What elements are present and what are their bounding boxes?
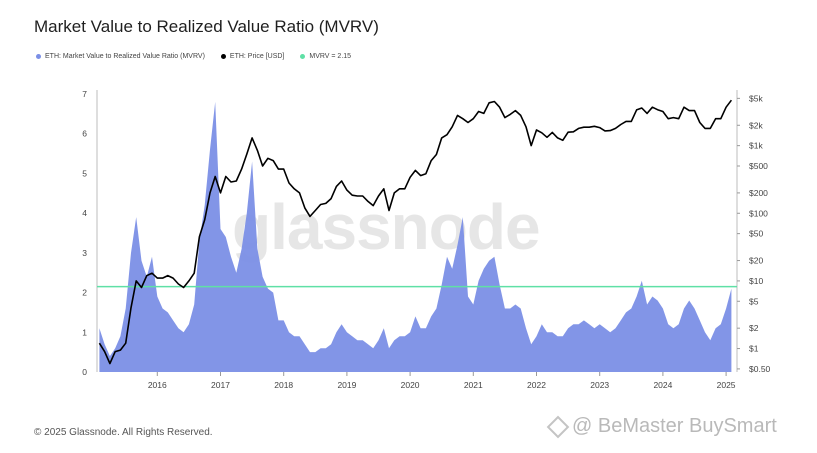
chart-title: Market Value to Realized Value Ratio (MV… — [34, 17, 379, 36]
legend-item-price[interactable]: ETH: Price [USD] — [220, 53, 285, 60]
watermark-diamond-icon — [546, 415, 570, 438]
left-tick-label: 4 — [82, 208, 87, 218]
right-tick-label: $10 — [749, 276, 763, 286]
right-tick-label: $20 — [749, 256, 763, 266]
background-watermark: glassnode — [232, 191, 541, 263]
right-tick-label: $100 — [749, 208, 768, 218]
legend-item-threshold[interactable]: MVRV = 2.15 — [300, 53, 351, 60]
x-tick-label: 2024 — [653, 380, 672, 390]
right-tick-label: $1k — [749, 141, 763, 151]
right-tick-label: $500 — [749, 161, 768, 171]
right-tick-label: $5k — [749, 93, 763, 103]
legend-dot-price — [220, 54, 226, 59]
x-tick-label: 2021 — [464, 380, 483, 390]
legend: ETH: Market Value to Realized Value Rati… — [36, 53, 351, 60]
mvrv-area — [99, 101, 732, 373]
right-tick-label: $5 — [749, 296, 759, 306]
left-tick-label: 5 — [82, 168, 87, 178]
legend-dot-threshold — [300, 54, 306, 59]
watermark-text: @ BeMaster BuySmart — [572, 415, 777, 437]
right-tick-label: $200 — [749, 188, 768, 198]
right-tick-label: $0.50 — [749, 364, 771, 374]
right-tick-label: $2 — [749, 323, 759, 333]
right-tick-label: $2k — [749, 120, 763, 130]
left-tick-label: 3 — [82, 248, 87, 258]
left-tick-label: 1 — [82, 327, 87, 337]
x-tick-label: 2017 — [211, 380, 230, 390]
left-tick-label: 0 — [82, 367, 87, 377]
copyright: © 2025 Glassnode. All Rights Reserved. — [34, 427, 213, 438]
watermark: @ BeMaster BuySmart — [546, 415, 777, 438]
left-tick-label: 6 — [82, 129, 87, 139]
x-tick-label: 2020 — [401, 380, 420, 390]
right-tick-label: $1 — [749, 344, 759, 354]
x-tick-label: 2025 — [717, 380, 736, 390]
x-tick-label: 2018 — [274, 380, 293, 390]
legend-label-price: ETH: Price [USD] — [229, 53, 285, 60]
legend-label-mvrv: ETH: Market Value to Realized Value Rati… — [45, 53, 205, 60]
x-tick-label: 2022 — [527, 380, 546, 390]
left-tick-label: 7 — [82, 89, 87, 99]
legend-dot-mvrv — [36, 54, 41, 59]
x-tick-label: 2019 — [337, 380, 356, 390]
left-tick-label: 2 — [82, 288, 87, 298]
x-tick-label: 2023 — [590, 380, 609, 390]
right-tick-label: $50 — [749, 229, 763, 239]
price-line — [98, 99, 733, 365]
legend-item-mvrv[interactable]: ETH: Market Value to Realized Value Rati… — [36, 53, 205, 60]
x-tick-label: 2016 — [148, 380, 167, 390]
legend-label-threshold: MVRV = 2.15 — [309, 53, 352, 60]
